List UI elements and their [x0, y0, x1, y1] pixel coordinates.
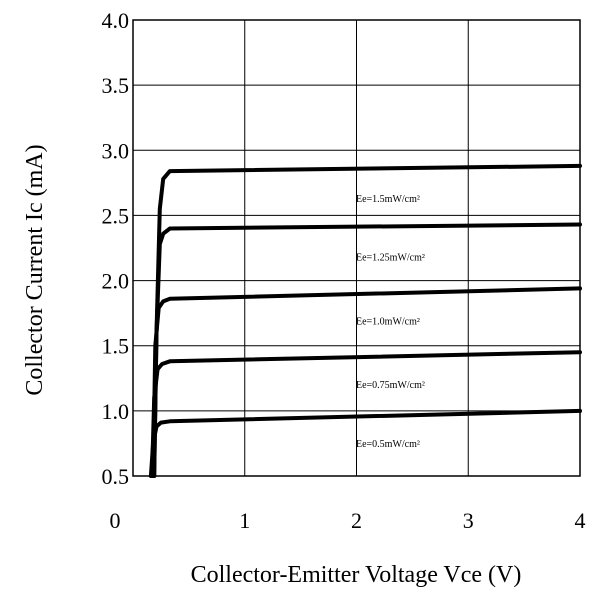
series-line-2	[151, 286, 582, 478]
grid	[133, 20, 580, 476]
y-tick-label-5: 3.0	[102, 138, 130, 163]
series-group	[148, 163, 582, 478]
curve-labels: Ee=1.5mW/cm² Ee=1.25mW/cm² Ee=1.0mW/cm² Ee=…	[356, 194, 425, 450]
y-tick-label-6: 3.5	[102, 73, 130, 98]
x-tick-labels: 0 1 2 3 4	[110, 508, 586, 533]
curve-label-0: Ee=1.5mW/cm²	[356, 194, 420, 205]
y-tick-labels: 0.5 1.0 1.5 2.0 2.5 3.0 3.5 4.0	[102, 8, 130, 489]
x-tick-label-3: 3	[463, 508, 474, 533]
x-tick-label-4: 4	[575, 508, 586, 533]
x-tick-label-2: 2	[351, 508, 362, 533]
curve-label-1: Ee=1.25mW/cm²	[356, 253, 425, 264]
series-line-4	[148, 408, 582, 478]
y-tick-label-7: 4.0	[102, 8, 130, 33]
curve-label-4: Ee=0.5mW/cm²	[356, 439, 420, 450]
y-tick-label-1: 1.0	[102, 399, 130, 424]
x-axis-title: Collector-Emitter Voltage Vce (V)	[191, 562, 522, 588]
y-tick-label-0: 0.5	[102, 464, 130, 489]
y-axis-title: Collector Current Ic (mA)	[22, 144, 48, 395]
x-tick-label-1: 1	[239, 508, 250, 533]
series-line-3	[150, 350, 582, 478]
y-tick-label-2: 1.5	[102, 334, 130, 359]
curve-label-3: Ee=0.75mW/cm²	[356, 380, 425, 391]
y-tick-label-3: 2.0	[102, 269, 130, 294]
x-tick-label-0: 0	[110, 508, 121, 533]
y-tick-label-4: 2.5	[102, 203, 130, 228]
plot-frame	[132, 19, 581, 477]
curve-label-2: Ee=1.0mW/cm²	[356, 316, 420, 327]
